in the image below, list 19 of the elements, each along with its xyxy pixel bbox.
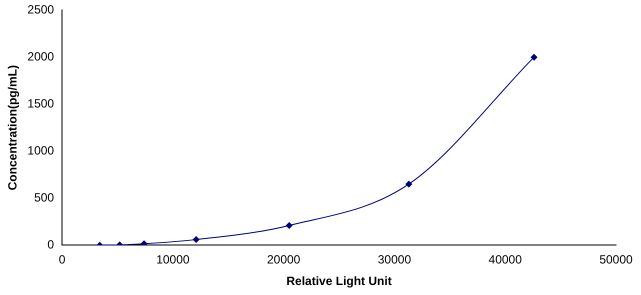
point [192, 236, 200, 244]
x-tick-label: 30000 [378, 252, 412, 267]
point [405, 180, 412, 188]
point [286, 222, 293, 229]
x-tick-label: 0 [58, 252, 66, 267]
point [530, 54, 538, 61]
y-tick-label: 1000 [27, 144, 54, 158]
x-axis-title: Relative Light Unit [286, 274, 392, 288]
y-tick-label: 1500 [27, 96, 54, 111]
point [140, 240, 148, 246]
x-tick-label: 10000 [156, 252, 190, 267]
y-tick-label: 2000 [27, 50, 54, 64]
y-tick-label: 0 [47, 238, 54, 252]
y-tick-label: 500 [34, 190, 54, 205]
y-tick-label: 2500 [27, 2, 54, 17]
y-axis-title: Concentration(pg/mL) [6, 65, 20, 190]
x-tick-label: 40000 [488, 252, 522, 267]
x-tick-label: 20000 [266, 252, 301, 267]
x-tick-label: 50000 [599, 252, 634, 267]
